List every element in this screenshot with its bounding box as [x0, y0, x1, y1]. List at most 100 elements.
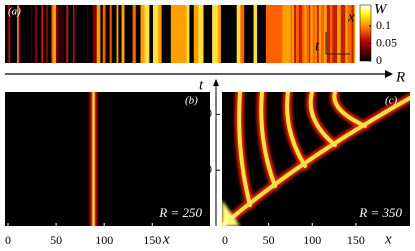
heatmap-stripe: [23, 5, 27, 63]
colorbar-tick-label: 0.05: [376, 35, 397, 49]
colorbar-tick-label: 0.1: [376, 18, 391, 32]
heatmap-stripe: [94, 5, 98, 63]
front-b: [88, 92, 99, 226]
heatmap-stripe: [83, 5, 86, 63]
heatmap-stripe: [32, 5, 36, 63]
heatmap-stripe: [332, 5, 336, 63]
heatmap-stripe: [349, 5, 352, 63]
heatmap-stripe: [6, 5, 9, 63]
heatmap-stripe: [26, 5, 29, 63]
heatmap-stripe: [231, 5, 237, 63]
heatmap-stripe: [262, 5, 267, 63]
r-label: R: [395, 69, 405, 85]
heatmap-stripe: [326, 5, 329, 63]
heatmap-stripe: [132, 5, 137, 63]
heatmap-stripe: [51, 5, 54, 63]
heatmap-stripe: [296, 5, 298, 63]
heatmap-stripe: [290, 5, 293, 63]
heatmap-stripe: [68, 5, 71, 63]
heatmap-stripe: [240, 5, 245, 63]
heatmap-stripe: [335, 5, 338, 63]
colorbar: [359, 4, 372, 62]
heatmap-stripe: [74, 5, 77, 63]
heatmap-stripe: [328, 5, 331, 63]
heatmap-stripe: [313, 5, 316, 63]
t-arrow-head: [213, 79, 219, 86]
heatmap-stripe: [158, 5, 162, 63]
heatmap-stripe: [244, 5, 250, 63]
heatmap-stripe: [48, 5, 51, 63]
heatmap-stripe: [276, 5, 283, 63]
heatmap-stripe: [318, 5, 322, 63]
heatmap-stripe: [315, 5, 318, 63]
x-tick-label: 50: [50, 233, 62, 247]
heatmap-stripe: [310, 5, 313, 63]
x-tick-label: 150: [143, 233, 161, 247]
heatmap-stripe: [338, 5, 341, 63]
y-axis-label: t: [199, 77, 204, 93]
inset-x-label: x: [347, 9, 355, 25]
heatmap-stripe: [253, 5, 258, 63]
heatmap-stripe: [37, 5, 40, 63]
heatmap-stripe: [306, 5, 309, 63]
x-tick-label: 0: [222, 233, 228, 247]
heatmap-stripe: [236, 5, 241, 63]
heatmap-stripe: [85, 5, 88, 63]
heatmap-stripe: [135, 5, 141, 63]
heatmap-stripe: [43, 5, 47, 63]
heatmap-stripe: [88, 5, 91, 63]
heatmap-stripe: [18, 5, 20, 63]
inset-t-label: t: [315, 38, 320, 54]
x-tick-label: 100: [303, 233, 321, 247]
x-axis-label: x: [162, 231, 170, 247]
heatmap-stripe: [300, 5, 303, 63]
heatmap-stripe: [351, 5, 355, 63]
heatmap-stripe: [79, 5, 81, 63]
heatmap-stripe: [186, 5, 190, 63]
y-tick-label: 2000: [188, 106, 212, 120]
heatmap-stripe: [340, 5, 344, 63]
heatmap-stripe: [49, 5, 52, 63]
heatmap-stripe: [102, 5, 106, 63]
heatmap-stripe: [193, 5, 199, 63]
heatmap-stripe: [72, 5, 75, 63]
heatmap-stripe: [91, 5, 94, 63]
heatmap-stripe: [93, 5, 95, 63]
heatmap-stripe: [292, 5, 295, 63]
heatmap-stripe: [66, 5, 69, 63]
heatmap-stripe: [58, 5, 60, 63]
heatmap-stripe: [203, 5, 209, 63]
heatmap-stripe: [166, 5, 172, 63]
heatmap-stripe: [55, 5, 59, 63]
heatmap-stripe: [330, 5, 333, 63]
heatmap-a: [5, 5, 356, 63]
heatmap-stripe: [21, 5, 24, 63]
x-tick-label: 150: [347, 233, 365, 247]
panel-label: (a): [8, 6, 21, 18]
heatmap-stripe: [70, 5, 74, 63]
heatmap-stripe: [53, 5, 57, 63]
heatmap-stripe: [161, 5, 167, 63]
heatmap-stripe: [293, 5, 297, 63]
heatmap-stripe: [297, 5, 300, 63]
heatmap-stripe: [28, 5, 32, 63]
heatmap-stripe: [198, 5, 204, 63]
heatmap-stripe: [207, 5, 213, 63]
heatmap-stripe: [304, 5, 307, 63]
annotation: R = 250: [158, 205, 202, 220]
heatmap-stripe: [76, 5, 80, 63]
heatmap-stripe: [140, 5, 145, 63]
heatmap-stripe: [19, 5, 22, 63]
heatmap-stripe: [265, 5, 271, 63]
x-tick-label: 100: [95, 233, 113, 247]
heatmap-stripe: [249, 5, 254, 63]
heatmap-stripe: [321, 5, 325, 63]
heatmap-stripe: [307, 5, 310, 63]
colorbar-label: W: [374, 1, 388, 17]
heatmap-stripe: [100, 5, 104, 63]
heatmap-stripe: [312, 5, 315, 63]
heatmap-stripe: [41, 5, 44, 63]
heatmap-stripe: [298, 5, 302, 63]
annotation: R = 350: [358, 205, 402, 220]
